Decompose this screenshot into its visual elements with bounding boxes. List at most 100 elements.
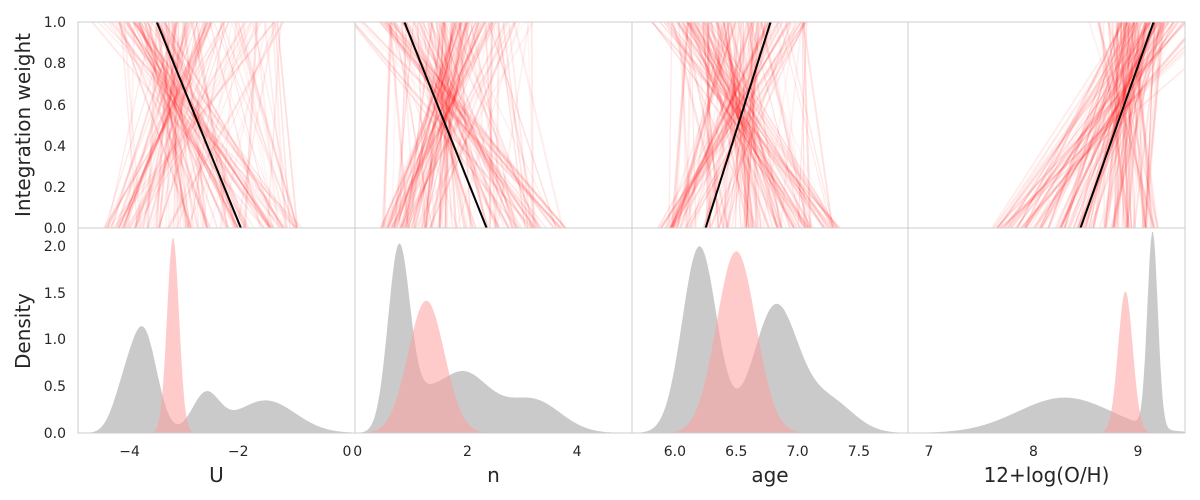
weight-sample-line: [381, 22, 469, 228]
weight-sample-line: [157, 22, 224, 228]
weight-sample-line: [1016, 22, 1151, 228]
weight-sample-line: [355, 24, 519, 228]
weight-sample-line: [685, 22, 726, 228]
x-axis-label: 12+log(O/H): [984, 463, 1110, 487]
weight-sample-line: [1068, 22, 1138, 228]
weight-sample-line: [1055, 22, 1148, 228]
weight-sample-line: [456, 22, 521, 228]
weight-sample-line: [1034, 22, 1137, 228]
weight-sample-line: [1092, 22, 1150, 228]
y-tick-label: 0.4: [44, 139, 66, 155]
weight-sample-line: [106, 22, 153, 228]
weight-sample-line: [399, 22, 462, 228]
weight-sample-line: [125, 22, 255, 228]
weight-sample-line: [382, 22, 541, 228]
weight-sample-line: [745, 22, 754, 228]
weight-sample-line: [1040, 22, 1161, 228]
weight-sample-line: [102, 22, 303, 228]
weight-sample-line: [670, 22, 690, 228]
weight-sample-line: [443, 22, 457, 228]
weight-sample-line: [417, 22, 470, 228]
y-tick-label: 0.5: [44, 379, 66, 395]
weight-sample-line: [1098, 22, 1163, 228]
weight-sample-line: [1002, 45, 1185, 228]
weight-sample-line: [1092, 22, 1139, 228]
weight-sample-line: [657, 22, 779, 228]
x-tick-label: 6.0: [664, 444, 686, 460]
weight-sample-line: [423, 22, 481, 228]
weight-sample-line: [1008, 22, 1156, 228]
weight-sample-line: [179, 22, 184, 228]
weight-sample-line: [705, 22, 710, 228]
weight-sample-line: [1059, 22, 1156, 228]
weight-sample-line: [209, 22, 262, 228]
weight-sample-line: [1040, 22, 1171, 228]
weight-sample-line: [1128, 22, 1159, 228]
posterior-density-area: [355, 300, 632, 433]
weight-sample-line: [133, 22, 273, 228]
weights-age-panel: [651, 22, 841, 228]
weight-sample-line: [513, 22, 564, 228]
weight-sample-line: [491, 22, 540, 228]
weight-sample-line: [425, 22, 442, 228]
weight-sample-line: [697, 22, 836, 228]
weight-sample-line: [666, 22, 807, 228]
x-tick-label: −4: [119, 444, 140, 460]
weight-sample-line: [387, 22, 461, 228]
y-axis-label-weight: Integration weight: [11, 33, 35, 217]
best-fit-line: [155, 22, 242, 228]
weight-sample-line: [1127, 22, 1132, 228]
weight-sample-line: [1083, 22, 1148, 228]
weight-sample-line: [702, 22, 750, 228]
weight-sample-line: [672, 22, 789, 228]
x-tick-label: 6.5: [725, 444, 747, 460]
weight-sample-line: [159, 22, 198, 228]
weight-sample-line: [1074, 22, 1166, 228]
weight-sample-line: [659, 22, 840, 228]
weight-sample-line: [167, 22, 285, 228]
weight-sample-line: [683, 22, 805, 228]
weight-sample-line: [1092, 22, 1128, 228]
weight-sample-line: [469, 22, 517, 228]
weight-sample-line: [530, 22, 534, 228]
weight-sample-line: [237, 22, 299, 228]
weight-sample-line: [173, 22, 177, 228]
weight-sample-line: [1136, 22, 1153, 228]
weight-sample-line: [172, 22, 229, 228]
weight-sample-line: [243, 22, 259, 228]
weight-sample-line: [163, 22, 249, 228]
weight-sample-line: [690, 22, 756, 228]
weight-sample-line: [658, 22, 770, 228]
weight-sample-line: [389, 22, 567, 228]
weight-sample-line: [405, 22, 555, 228]
weight-sample-line: [1129, 22, 1157, 228]
weight-sample-line: [1118, 22, 1130, 228]
weight-sample-line: [694, 22, 743, 228]
weight-sample-line: [155, 22, 171, 228]
weight-sample-line: [1064, 22, 1131, 228]
weight-sample-line: [444, 22, 452, 228]
weight-sample-line: [104, 22, 170, 228]
weight-sample-line: [146, 22, 208, 228]
weight-sample-line: [393, 22, 456, 228]
density-n-panel: [355, 243, 632, 433]
weight-sample-line: [689, 22, 766, 228]
weight-sample-line: [745, 22, 759, 228]
weight-sample-line: [274, 22, 291, 228]
weight-sample-line: [121, 22, 206, 228]
weight-sample-line: [709, 22, 751, 228]
weight-sample-line: [1035, 22, 1174, 228]
weights-oh-panel: [991, 22, 1185, 228]
weight-sample-line: [476, 22, 489, 228]
weight-sample-line: [723, 22, 756, 228]
y-tick-label: 0.2: [44, 180, 66, 196]
weight-sample-line: [380, 22, 464, 228]
weight-sample-line: [449, 22, 461, 228]
weight-sample-line: [182, 22, 208, 228]
weight-sample-line: [716, 22, 728, 228]
weight-sample-line: [706, 22, 812, 228]
weight-sample-line: [671, 22, 725, 228]
weight-sample-line: [1068, 22, 1159, 228]
weight-sample-line: [441, 22, 447, 228]
